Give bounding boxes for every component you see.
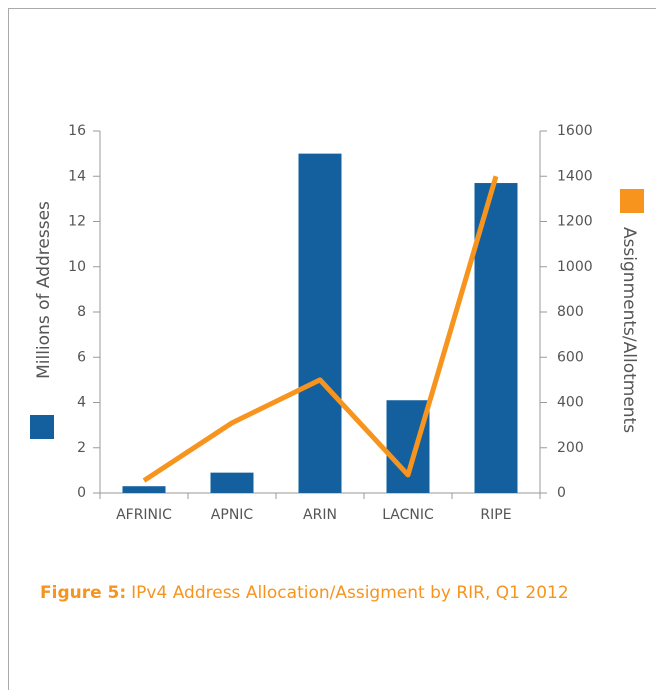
y2-tick-label: 600	[557, 349, 584, 365]
frame	[8, 8, 656, 690]
caption-label: Figure 5:	[40, 583, 126, 603]
bar	[474, 183, 518, 493]
y2-tick-label: 400	[557, 395, 584, 411]
caption: Figure 5: IPv4 Address Allocation/Assigme…	[40, 583, 569, 603]
y2-tick-label: 0	[557, 485, 566, 501]
y2-legend-swatch	[620, 189, 644, 213]
y2-tick-label: 1000	[557, 259, 593, 275]
y-tick-label: 10	[68, 259, 86, 275]
y-legend-swatch	[30, 415, 54, 439]
y-tick-label: 0	[77, 485, 86, 501]
x-tick-label: RIPE	[480, 507, 511, 523]
y-tick-label: 14	[68, 168, 86, 184]
y-axis-title: Millions of Addresses	[34, 201, 54, 379]
y2-tick-label: 800	[557, 304, 584, 320]
y-tick-label: 6	[77, 349, 86, 365]
y-tick-label: 12	[68, 214, 86, 230]
y2-axis-title: Assignments/Allotments	[619, 227, 639, 433]
bar	[386, 400, 430, 493]
bar	[298, 153, 342, 493]
x-tick-label: ARIN	[303, 507, 337, 523]
y-tick-label: 4	[77, 395, 86, 411]
y-tick-label: 2	[77, 440, 86, 456]
x-tick-label: APNIC	[211, 507, 254, 523]
y2-tick-label: 1200	[557, 214, 593, 230]
y-tick-label: 8	[77, 304, 86, 320]
y-tick-label: 16	[68, 123, 86, 139]
x-tick-label: AFRINIC	[116, 507, 172, 523]
y2-tick-label: 1600	[557, 123, 593, 139]
line	[142, 175, 499, 483]
y2-tick-label: 200	[557, 440, 584, 456]
caption-text: IPv4 Address Allocation/Assigment by RIR…	[131, 583, 568, 603]
bar	[122, 486, 166, 493]
bar	[210, 472, 254, 493]
y2-tick-label: 1400	[557, 168, 593, 184]
x-tick-label: LACNIC	[382, 507, 434, 523]
